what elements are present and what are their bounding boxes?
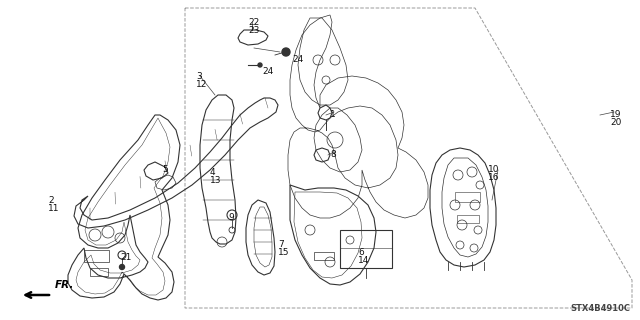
- Text: 19: 19: [610, 110, 621, 119]
- Text: 10: 10: [488, 165, 499, 174]
- Text: 23: 23: [248, 26, 259, 35]
- Circle shape: [120, 265, 125, 269]
- Text: FR.: FR.: [55, 280, 74, 290]
- Text: 14: 14: [358, 256, 369, 265]
- Text: 1: 1: [330, 110, 336, 119]
- Text: 21: 21: [120, 253, 131, 262]
- Text: 3: 3: [196, 72, 202, 81]
- Text: 12: 12: [196, 80, 207, 89]
- Circle shape: [258, 63, 262, 67]
- Text: 24: 24: [262, 67, 273, 76]
- Text: 24: 24: [292, 55, 303, 64]
- Bar: [340, 230, 392, 268]
- Text: 5: 5: [162, 165, 168, 174]
- Text: 2: 2: [48, 196, 54, 205]
- Text: 20: 20: [610, 118, 621, 127]
- Text: 13: 13: [210, 176, 221, 185]
- Text: 11: 11: [48, 204, 60, 213]
- Circle shape: [282, 48, 290, 56]
- Text: 4: 4: [210, 168, 216, 177]
- Text: 16: 16: [488, 173, 499, 182]
- Text: STX4B4910C: STX4B4910C: [570, 304, 630, 313]
- Text: 8: 8: [330, 150, 336, 159]
- Text: 7: 7: [278, 240, 284, 249]
- Text: 15: 15: [278, 248, 289, 257]
- Text: 22: 22: [248, 18, 259, 27]
- Text: 6: 6: [358, 248, 364, 257]
- Text: 9: 9: [228, 213, 234, 222]
